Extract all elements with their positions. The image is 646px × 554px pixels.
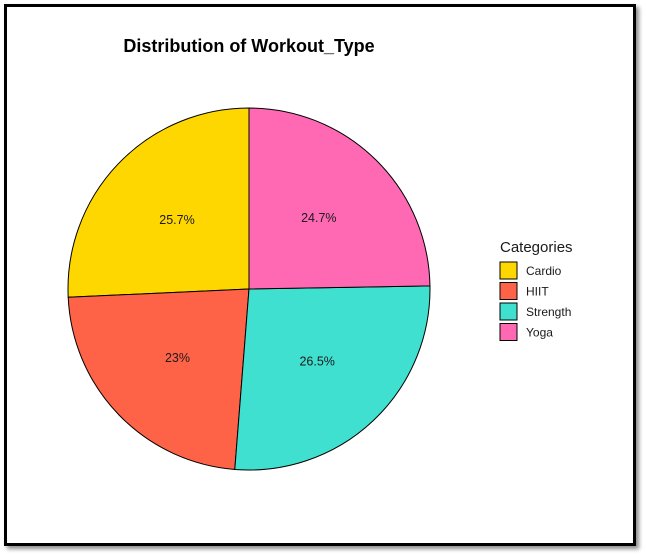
legend-label-cardio: Cardio	[526, 264, 562, 278]
pie-slice-hiit	[67, 288, 250, 470]
legend-title: Categories	[500, 239, 573, 256]
pie-slice-labels: 25.7% 23% 26.5% 24.7%	[159, 211, 336, 369]
pie-slice-strength	[234, 285, 431, 471]
legend-items: Cardio HIIT Strength Yoga	[499, 261, 571, 341]
pie-slice-cardio	[67, 107, 250, 298]
pie-slices	[67, 107, 431, 471]
legend-label-hiit: HIIT	[526, 285, 549, 299]
slice-label-yoga: 24.7%	[301, 211, 336, 225]
slice-label-hiit: 23%	[165, 351, 190, 365]
legend-label-strength: Strength	[526, 305, 571, 319]
pie-slice-yoga	[248, 107, 431, 290]
legend-label-yoga: Yoga	[526, 326, 553, 340]
legend-swatch-hiit	[499, 282, 518, 300]
legend-swatch-yoga	[499, 323, 518, 341]
chart-title: Distribution of Workout_Type	[123, 36, 374, 56]
legend-swatch-strength	[499, 302, 518, 321]
slice-label-cardio: 25.7%	[159, 213, 194, 227]
legend-swatch-cardio	[499, 261, 518, 280]
legend: Categories Cardio HIIT Strength Yoga	[499, 239, 573, 341]
slice-label-strength: 26.5%	[299, 355, 334, 369]
